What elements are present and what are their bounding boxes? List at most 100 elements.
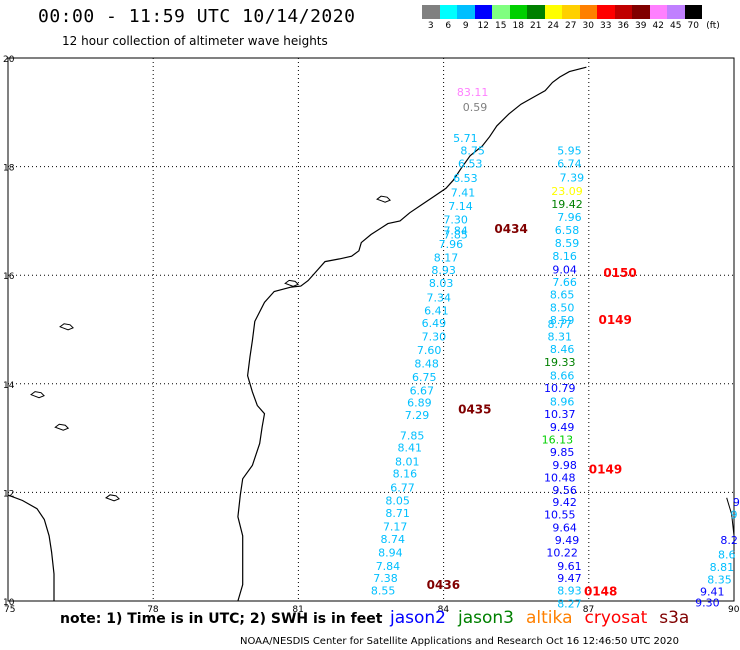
latitude-tick-label: 20	[3, 55, 15, 65]
wave-height-value: 8.77	[548, 318, 573, 331]
map-subtitle: 12 hour collection of altimeter wave hei…	[62, 34, 328, 48]
wave-height-value: 9.61	[557, 560, 582, 573]
wave-height-value: 8.2	[720, 534, 738, 547]
wave-height-value: 5.71	[453, 132, 478, 145]
pass-time-label: 0148	[584, 585, 617, 599]
legend-swatch	[422, 5, 440, 19]
lake-outline	[54, 423, 70, 431]
wave-height-value: 7.60	[417, 344, 442, 357]
latitude-tick-label: 16	[3, 272, 15, 282]
map-frame	[7, 57, 735, 602]
wave-height-value: 6.89	[407, 397, 432, 410]
satellite-name-altika: altika	[526, 608, 573, 628]
wave-height-value: 8.94	[378, 546, 403, 559]
wave-height-value: 9.30	[695, 596, 720, 609]
wave-height-value: 10.22	[546, 546, 578, 559]
wave-height-value: 8.16	[552, 250, 577, 263]
wave-height-value: 8.66	[550, 369, 575, 382]
pass-time-labels: 0434 0150 0149 0435 0149 0436 0148	[427, 222, 637, 599]
wave-height-value: 23.09	[551, 185, 583, 198]
legend-swatch	[632, 5, 650, 19]
credit-line: NOAA/NESDIS Center for Satellite Applica…	[240, 636, 679, 647]
wave-height-value: 0.59	[463, 101, 488, 114]
wave-height-value: 9	[733, 496, 740, 509]
wave-height-value: 7.38	[373, 572, 398, 585]
longitude-tick-label: 87	[583, 605, 594, 615]
legend-label: 36	[617, 21, 629, 31]
legend-label: 42	[652, 21, 664, 31]
color-legend-labels: 3 6 9 12 15 18 21 24 27 30 33 36 39 42 45 70 (ft)	[422, 21, 724, 31]
wave-height-value: 6.41	[424, 304, 449, 317]
wave-height-value: 7.85	[400, 430, 425, 443]
wave-height-value: 9.85	[550, 446, 575, 459]
wave-height-labels: 83.110.595.718.756.536.537.417.147.307.8…	[371, 86, 740, 611]
wave-height-value: 8.05	[385, 494, 410, 507]
pass-time-label: 0434	[494, 222, 527, 236]
legend-swatch	[509, 5, 527, 19]
lake-outline	[376, 195, 391, 203]
longitude-tick-label: 78	[147, 605, 159, 615]
legend-swatch	[439, 5, 457, 19]
legend-label: 45	[670, 21, 682, 31]
legend-swatch	[457, 5, 475, 19]
wave-height-value: 8.31	[548, 330, 573, 343]
wave-height-value: 9.98	[552, 459, 577, 472]
india-east-coastline	[237, 66, 587, 602]
wave-height-value: 8.75	[460, 145, 485, 158]
wave-height-value: 10.37	[544, 408, 576, 421]
color-legend	[422, 5, 702, 19]
longitude-tick-label: 84	[438, 605, 450, 615]
legend-swatch	[684, 5, 702, 19]
satellite-name-s3a: s3a	[659, 608, 690, 628]
wave-height-value: 6.49	[422, 317, 447, 330]
wave-height-value: 19.33	[544, 356, 576, 369]
wave-height-value: 7.85	[443, 228, 468, 241]
wave-height-value: 7.41	[451, 186, 476, 199]
wave-height-value: 7.84	[443, 224, 468, 237]
wave-height-value: 8.46	[550, 343, 575, 356]
legend-swatch	[579, 5, 597, 19]
legend-label: 3	[427, 21, 434, 31]
legend-swatch	[562, 5, 580, 19]
wave-height-value: 8.55	[371, 584, 396, 597]
legend-label: 24	[547, 21, 559, 31]
longitude-tick-label: 90	[728, 605, 740, 615]
coastline	[7, 66, 735, 602]
legend-label: 6	[445, 21, 452, 31]
wave-height-value: 9.42	[552, 496, 577, 509]
legend-swatch	[667, 5, 685, 19]
axis-tick-labels: 75 78 81 84 87 90 20 18 16 14 12 10	[3, 55, 740, 615]
wave-height-value: 7.29	[405, 409, 430, 422]
longitude-tick-label: 75	[4, 605, 15, 615]
wave-height-value: 83.11	[457, 86, 489, 99]
pass-time-label: 0149	[598, 313, 631, 327]
wave-height-value: 7.66	[552, 276, 577, 289]
pass-time-label: 0149	[589, 462, 622, 476]
wave-height-value: 8.48	[414, 358, 439, 371]
wave-height-value: 10.79	[544, 382, 576, 395]
legend-swatch	[649, 5, 667, 19]
wave-height-value: 8.17	[434, 252, 459, 265]
pass-time-label: 0150	[603, 266, 636, 280]
lake-outline	[284, 279, 300, 287]
island-coastline	[726, 497, 735, 558]
legend-swatch	[492, 5, 510, 19]
longitude-tick-label: 81	[292, 605, 303, 615]
wave-height-value: 8.93	[557, 584, 582, 597]
legend-label: 12	[477, 21, 489, 31]
wave-height-value: 7.96	[557, 211, 582, 224]
wave-height-value: 9.64	[552, 521, 577, 534]
wave-height-value: 7.30	[422, 330, 447, 343]
wave-height-value: 8.27	[557, 598, 582, 611]
legend-label: 21	[530, 21, 542, 31]
wave-height-value: 16.13	[542, 434, 574, 447]
satellite-legend: jason2 jason3 altika cryosat s3a	[390, 608, 701, 628]
legend-label: 39	[635, 21, 647, 31]
wave-height-value: 9.56	[552, 484, 577, 497]
wave-height-value: 8.96	[550, 396, 575, 409]
wave-height-value: 8.01	[395, 455, 420, 468]
wave-height-value: 6.75	[412, 371, 437, 384]
southern-coastline	[7, 494, 55, 601]
wave-height-value: 8.74	[381, 533, 406, 546]
